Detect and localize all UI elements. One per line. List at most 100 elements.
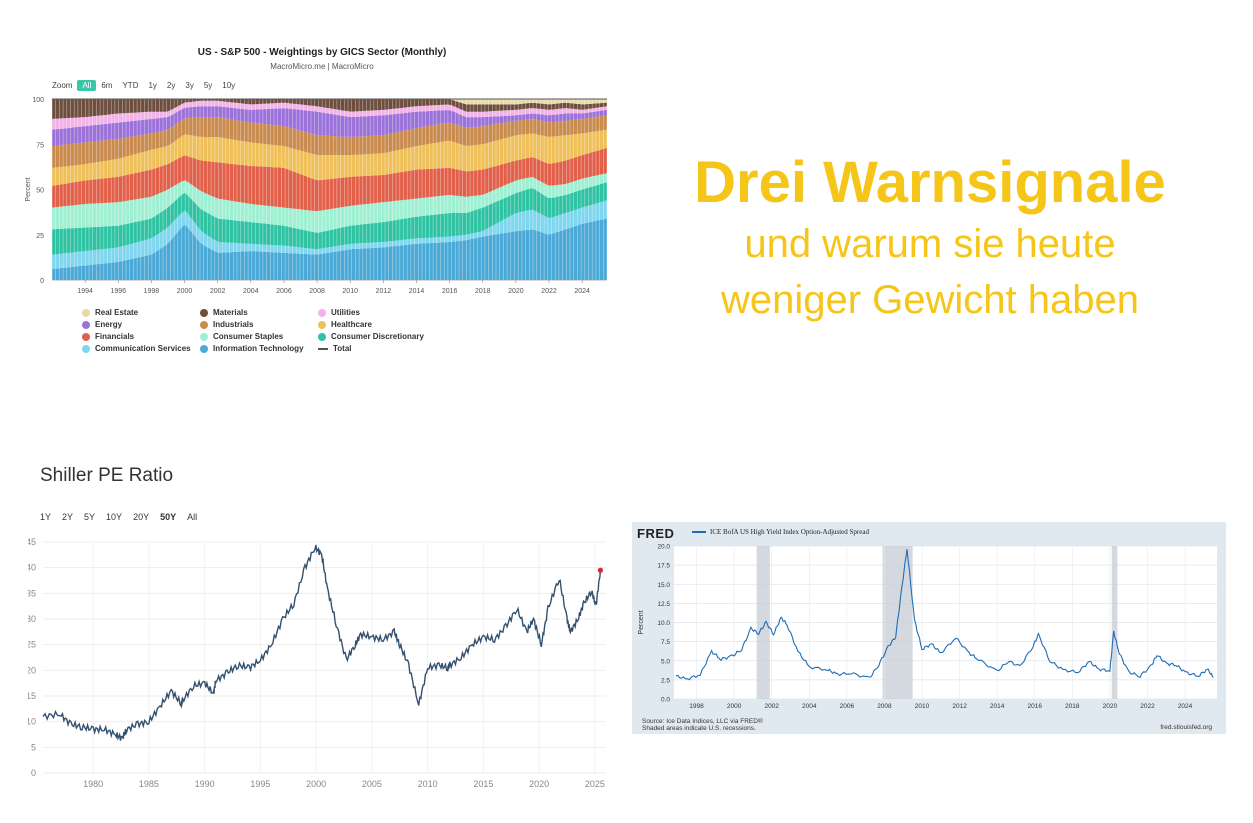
y-tick-label: 20.0 (657, 544, 670, 551)
legend-dot (200, 308, 208, 317)
series-legend: ICE BofA US High Yield Index Option-Adju… (692, 528, 869, 536)
legend-item-communication-services[interactable]: Communication Services (82, 344, 200, 353)
zoom-3y-button[interactable]: 3y (185, 81, 194, 90)
x-tick-label: 2010 (915, 703, 930, 710)
shiller-pe-chart: Shiller PE Ratio 1Y 2Y 5Y 10Y 20Y 50Y Al… (28, 455, 618, 805)
legend-item-consumer-discretionary[interactable]: Consumer Discretionary (318, 332, 436, 341)
range-2y-button[interactable]: 2Y (62, 512, 74, 522)
x-tick-label: 1994 (77, 288, 93, 295)
legend-label: Communication Services (95, 344, 191, 353)
sp500-legend: Real Estate Materials Utilities Energy I… (82, 308, 562, 353)
y-tick-label: 10 (28, 717, 36, 727)
range-20y-button[interactable]: 20Y (133, 512, 150, 522)
x-tick-label: 2018 (1065, 703, 1080, 710)
legend-label: Consumer Discretionary (331, 332, 424, 341)
range-all-button[interactable]: All (187, 512, 198, 522)
legend-item-healthcare[interactable]: Healthcare (318, 320, 436, 329)
y-tick-label: 0 (31, 768, 36, 778)
y-tick-label: 40 (28, 563, 36, 573)
zoom-5y-button[interactable]: 5y (203, 81, 213, 90)
x-tick-label: 2020 (1103, 703, 1118, 710)
x-tick-label: 1990 (195, 779, 215, 789)
y-tick-label: 0.0 (661, 697, 670, 704)
range-50y-button[interactable]: 50Y (160, 512, 177, 522)
x-tick-label: 2022 (541, 288, 557, 295)
legend-label: Materials (213, 308, 248, 317)
y-tick-label: 30 (28, 614, 36, 624)
x-tick-label: 2004 (243, 288, 259, 295)
legend-item-consumer-staples[interactable]: Consumer Staples (200, 332, 318, 341)
legend-dot (200, 332, 208, 341)
x-tick-label: 2010 (418, 779, 438, 789)
fred-logo: FRED (637, 526, 675, 541)
legend-item-industrials[interactable]: Industrials (200, 320, 318, 329)
zoom-2y-button[interactable]: 2y (166, 81, 176, 90)
y-tick-label: 45 (28, 537, 36, 547)
source-url[interactable]: fred.stlouisfed.org (1160, 724, 1212, 731)
x-tick-label: 2014 (990, 703, 1005, 710)
recession-shade (756, 546, 770, 699)
chart-title: US - S&P 500 - Weightings by GICS Sector… (197, 47, 447, 58)
x-tick-label: 2024 (1178, 703, 1193, 710)
legend-dot (318, 320, 326, 329)
x-tick-label: 2000 (727, 703, 742, 710)
y-tick-label: 17.5 (657, 563, 670, 570)
y-tick-label: 50 (36, 188, 44, 195)
zoom-10y-button[interactable]: 10y (222, 81, 236, 90)
legend-line (692, 531, 706, 533)
fred-hy-spread-chart: FRED ICE BofA US High Yield Index Option… (632, 522, 1226, 734)
legend-label: Utilities (331, 308, 360, 317)
y-tick-label: 2.5 (661, 677, 670, 684)
legend-dot (318, 332, 326, 341)
legend-item-financials[interactable]: Financials (82, 332, 200, 341)
area-series-consumer-discretionary (52, 182, 607, 255)
y-tick-label: 5 (31, 742, 36, 752)
zoom-all-button[interactable]: All (77, 80, 97, 91)
y-tick-label: 5.0 (661, 658, 670, 665)
x-tick-label: 2018 (475, 288, 491, 295)
x-tick-label: 2010 (342, 288, 358, 295)
legend-item-total[interactable]: Total (318, 344, 436, 353)
zoom-ytd-button[interactable]: YTD (122, 81, 139, 90)
legend-item-materials[interactable]: Materials (200, 308, 318, 317)
legend-item-real-estate[interactable]: Real Estate (82, 308, 200, 317)
zoom-1y-button[interactable]: 1y (148, 81, 157, 90)
range-5y-button[interactable]: 5Y (84, 512, 96, 522)
y-axis-label: Percent (25, 177, 32, 201)
legend-label: Industrials (213, 320, 254, 329)
zoom-6m-button[interactable]: 6m (101, 81, 113, 90)
legend-label: Total (333, 344, 352, 353)
x-tick-label: 2016 (442, 288, 458, 295)
y-tick-label: 100 (32, 97, 44, 104)
y-tick-label: 20 (28, 665, 36, 675)
x-tick-label: 1995 (250, 779, 270, 789)
legend-dot (82, 344, 90, 353)
y-axis-label: Percent (638, 610, 645, 634)
legend-dot (200, 344, 208, 353)
legend-item-utilities[interactable]: Utilities (318, 308, 436, 317)
y-tick-label: 12.5 (657, 601, 670, 608)
y-tick-label: 10.0 (657, 620, 670, 627)
area-series-consumer-staples (52, 173, 607, 233)
x-tick-label: 1998 (144, 288, 160, 295)
legend-item-information-technology[interactable]: Information Technology (200, 344, 318, 353)
zoom-label: Zoom (52, 81, 73, 90)
x-tick-label: 2006 (276, 288, 292, 295)
range-1y-button[interactable]: 1Y (40, 512, 52, 522)
legend-item-energy[interactable]: Energy (82, 320, 200, 329)
x-tick-label: 2015 (473, 779, 493, 789)
range-10y-button[interactable]: 10Y (106, 512, 123, 522)
area-series-real-estate (52, 99, 607, 105)
x-tick-label: 2000 (177, 288, 193, 295)
x-tick-label: 2002 (210, 288, 226, 295)
x-tick-label: 2024 (574, 288, 590, 295)
series-name: ICE BofA US High Yield Index Option-Adju… (710, 528, 869, 536)
y-tick-label: 25 (28, 640, 36, 650)
legend-dot (318, 308, 326, 317)
legend-label: Healthcare (331, 320, 372, 329)
x-tick-label: 2008 (877, 703, 892, 710)
legend-line (318, 347, 328, 350)
y-tick-label: 75 (36, 142, 44, 149)
hy-spread-line (675, 549, 1214, 681)
